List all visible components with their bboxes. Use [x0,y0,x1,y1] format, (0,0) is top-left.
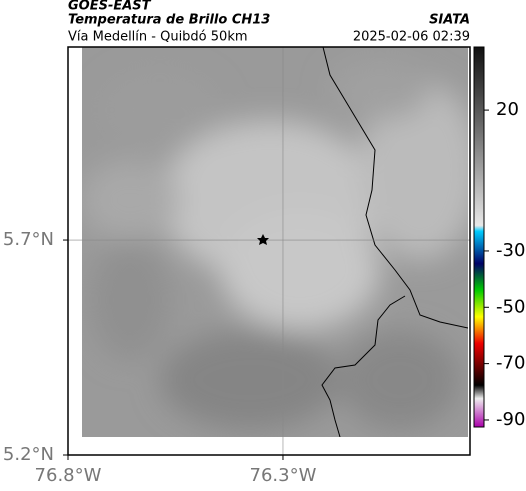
colorbar-tick-label: 20 [496,99,519,120]
timestamp: 2025-02-06 02:39 [353,30,470,45]
colorbar-tick-label: -70 [496,353,525,374]
y-tick-label: 5.7°N [3,229,54,250]
source: SIATA [429,13,470,28]
subtitle: Temperatura de Brillo CH13 [68,13,270,28]
y-tick-label: 5.2°N [3,444,54,465]
satellite-image [82,47,468,437]
route: Vía Medellín - Quibdó 50km [68,30,248,45]
colorbar-tick-label: -90 [496,409,525,430]
colorbar-tick-label: -30 [496,240,525,261]
title: GOES-EAST [68,0,152,14]
x-tick-label: 76.8°W [35,465,102,486]
x-tick-label: 76.3°W [250,465,317,486]
location-marker [257,234,269,245]
colorbar [473,46,485,428]
map-frame [67,46,471,456]
colorbar-tick-label: -50 [496,296,525,317]
